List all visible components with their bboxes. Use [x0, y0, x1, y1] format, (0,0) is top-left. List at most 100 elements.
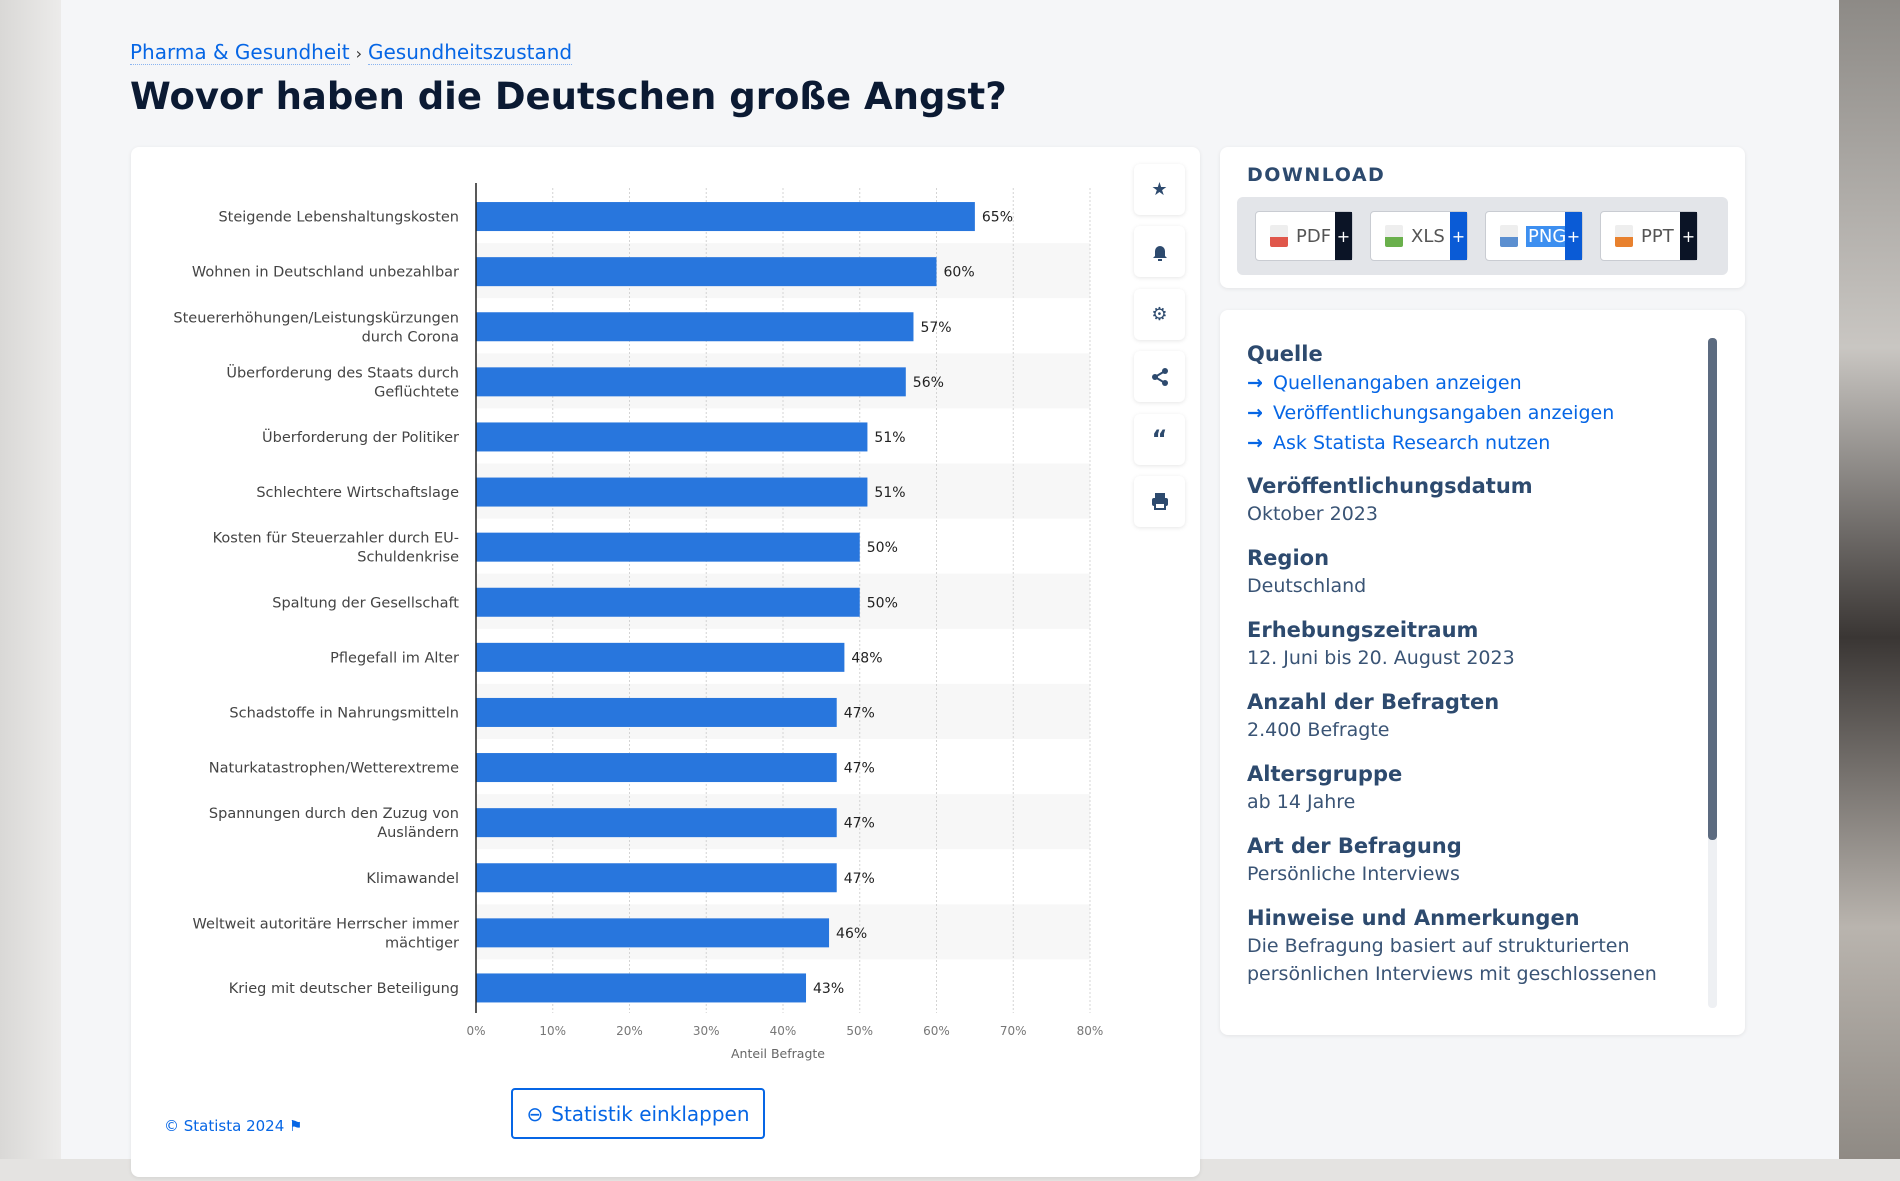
category-label: Spaltung der Gesellschaft — [272, 595, 459, 611]
breadcrumb-link[interactable]: Gesundheitszustand — [367, 40, 573, 65]
cite-button[interactable]: “ — [1134, 413, 1185, 465]
minus-circle-icon: ⊖ — [526, 1101, 544, 1126]
source-heading: Quelle — [1247, 342, 1323, 366]
data-label: 57% — [920, 320, 951, 336]
share-button[interactable] — [1134, 351, 1185, 403]
source-link[interactable]: → Veröffentlichungsangaben anzeigen — [1247, 398, 1707, 428]
category-label: Krieg mit deutscher Beteiligung — [229, 981, 459, 997]
info-heading: Erhebungszeitraum — [1247, 618, 1479, 642]
download-label: PNG — [1526, 225, 1569, 247]
category-label: Ausländern — [377, 825, 459, 841]
data-label: 50% — [867, 595, 898, 611]
info-heading: Region — [1247, 546, 1330, 570]
flag-icon: ⚑ — [289, 1117, 303, 1135]
x-tick-label: 20% — [616, 1024, 643, 1038]
bar[interactable] — [476, 697, 837, 727]
bar[interactable] — [476, 257, 937, 287]
bar[interactable] — [476, 367, 906, 397]
category-label: Kosten für Steuerzahler durch EU- — [213, 531, 459, 547]
page-title: Wovor haben die Deutschen große Angst? — [130, 75, 1007, 118]
info-heading: Anzahl der Befragten — [1247, 690, 1500, 714]
download-label: XLS — [1411, 225, 1445, 247]
download-label: PDF — [1296, 225, 1332, 247]
background-left — [0, 0, 61, 1159]
info-content: Quelle → Quellenangaben anzeigen → Veröffen… — [1247, 340, 1707, 1000]
bar[interactable] — [476, 973, 807, 1003]
breadcrumb-link[interactable]: Pharma & Gesundheit — [130, 40, 350, 65]
data-label: 50% — [867, 540, 898, 556]
x-tick-label: 70% — [1000, 1024, 1027, 1038]
copyright[interactable]: © Statista 2024 ⚑ — [164, 1117, 302, 1135]
bar[interactable] — [476, 863, 837, 893]
download-pdf-button[interactable]: PDF + — [1255, 211, 1353, 261]
scrollbar-thumb[interactable] — [1708, 338, 1717, 840]
action-bar: ★ ⚙ “ — [1134, 164, 1185, 538]
data-label: 48% — [851, 650, 882, 666]
info-heading: Art der Befragung — [1247, 834, 1462, 858]
category-label: Überforderung des Staats durch — [226, 363, 459, 381]
file-xls-icon — [1385, 225, 1403, 247]
arrow-right-icon: → — [1247, 432, 1263, 454]
download-ppt-button[interactable]: PPT + — [1600, 211, 1698, 261]
data-label: 51% — [874, 430, 905, 446]
download-card: DOWNLOAD PDF + XLS + PNG + PPT + — [1220, 147, 1745, 288]
collapse-button[interactable]: ⊖ Statistik einklappen — [511, 1088, 765, 1139]
category-label: Schadstoffe in Nahrungsmitteln — [229, 705, 459, 721]
x-tick-label: 0% — [466, 1024, 485, 1038]
category-label: Steigende Lebenshaltungskosten — [218, 210, 459, 226]
info-heading: Altersgruppe — [1247, 762, 1403, 786]
bar[interactable] — [476, 477, 868, 507]
plus-icon[interactable]: + — [1335, 212, 1352, 260]
data-label: 46% — [836, 926, 867, 942]
category-label: Überforderung der Politiker — [262, 428, 459, 446]
bar[interactable] — [476, 642, 845, 672]
link-label: Veröffentlichungsangaben anzeigen — [1273, 402, 1615, 424]
data-label: 60% — [944, 265, 975, 281]
x-tick-label: 50% — [846, 1024, 873, 1038]
print-icon — [1151, 493, 1168, 511]
bar[interactable] — [476, 753, 837, 783]
x-tick-label: 10% — [539, 1024, 566, 1038]
notification-button[interactable] — [1134, 226, 1185, 278]
bar[interactable] — [476, 312, 914, 342]
share-icon — [1151, 367, 1168, 386]
plus-icon[interactable]: + — [1680, 212, 1697, 260]
info-heading: Hinweise und Anmerkungen — [1247, 906, 1580, 930]
file-png-icon — [1500, 225, 1518, 247]
settings-button[interactable]: ⚙ — [1134, 288, 1185, 340]
file-ppt-icon — [1615, 225, 1633, 247]
plus-icon[interactable]: + — [1450, 212, 1467, 260]
category-label: durch Corona — [362, 329, 459, 345]
quote-icon: “ — [1151, 425, 1168, 454]
gear-icon: ⚙ — [1151, 303, 1168, 325]
download-png-button[interactable]: PNG + — [1485, 211, 1583, 261]
bar[interactable] — [476, 918, 830, 948]
category-label: Spannungen durch den Zuzug von — [209, 806, 459, 822]
download-xls-button[interactable]: XLS + — [1370, 211, 1468, 261]
category-label: Naturkatastrophen/Wetterextreme — [209, 761, 459, 777]
bar[interactable] — [476, 202, 975, 232]
scrollbar[interactable] — [1708, 338, 1717, 1008]
bar[interactable] — [476, 532, 860, 562]
plus-icon[interactable]: + — [1565, 212, 1582, 260]
download-title: DOWNLOAD — [1247, 164, 1386, 186]
source-link[interactable]: → Quellenangaben anzeigen — [1247, 368, 1707, 398]
info-value: 2.400 Befragte — [1247, 719, 1390, 741]
bar[interactable] — [476, 808, 837, 838]
info-value: Persönliche Interviews — [1247, 863, 1460, 885]
link-label: Quellenangaben anzeigen — [1273, 372, 1522, 394]
print-button[interactable] — [1134, 475, 1185, 527]
category-label: Steuererhöhungen/Leistungskürzungen — [173, 310, 459, 326]
category-label: Schuldenkrise — [357, 550, 459, 566]
x-tick-label: 40% — [770, 1024, 797, 1038]
source-link[interactable]: → Ask Statista Research nutzen — [1247, 428, 1707, 458]
bar-chart: 0% 10% 20% 30% 40% 50% 60% 70% 80% Anteil Befragt… — [173, 183, 1103, 1061]
favorite-button[interactable]: ★ — [1134, 164, 1185, 215]
bar[interactable] — [476, 422, 868, 452]
bar[interactable] — [476, 587, 860, 617]
data-label: 51% — [874, 485, 905, 501]
category-label: Weltweit autoritäre Herrscher immer — [193, 916, 459, 932]
info-card: Quelle → Quellenangaben anzeigen → Veröffen… — [1220, 310, 1745, 1035]
data-label: 47% — [844, 871, 875, 887]
x-tick-label: 60% — [923, 1024, 950, 1038]
